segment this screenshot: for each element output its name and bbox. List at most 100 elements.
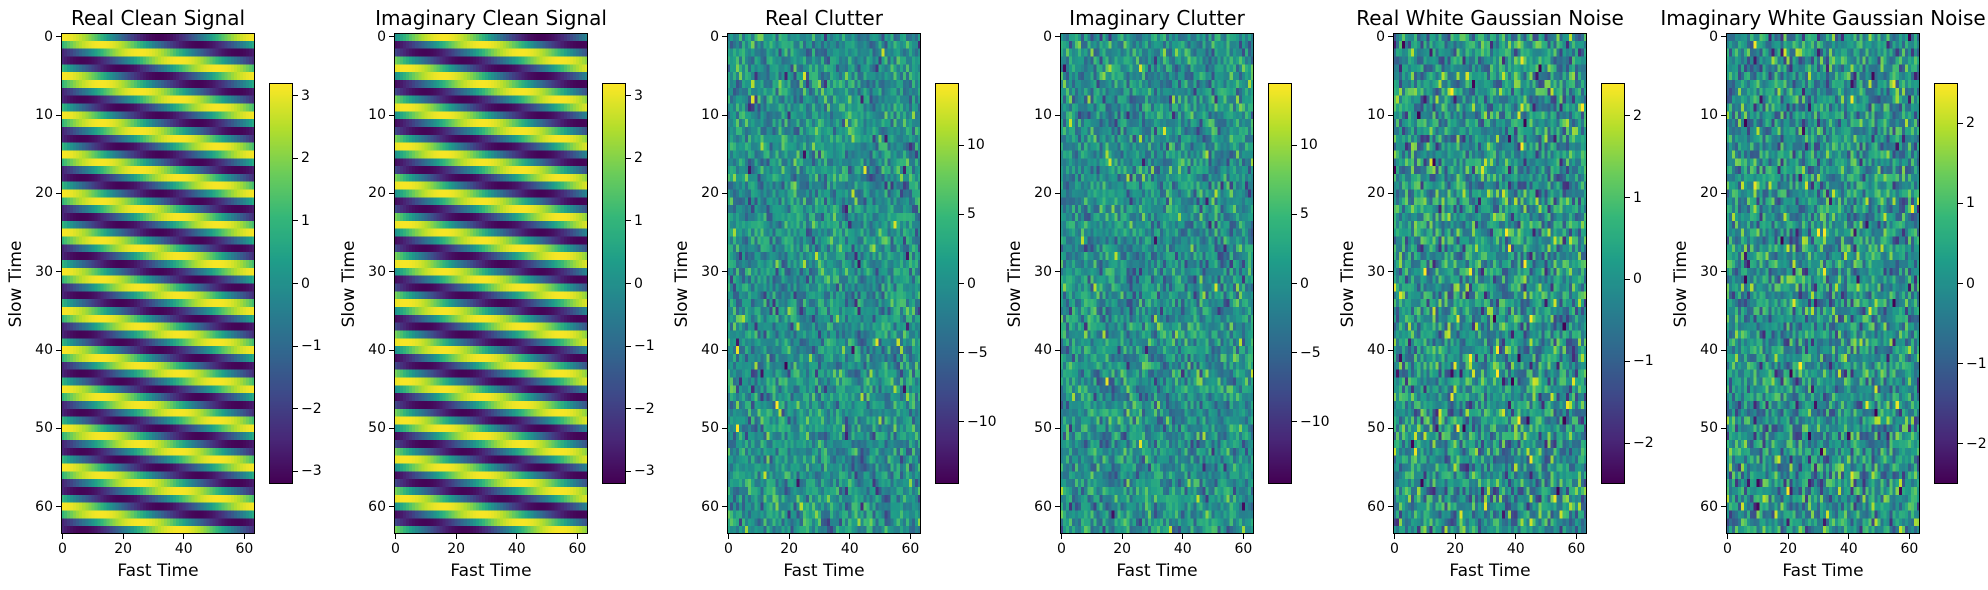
x-tick	[1061, 534, 1063, 539]
colorbar-tick-label: −1	[634, 338, 655, 355]
colorbar-tick-label: 5	[967, 206, 976, 223]
y-tick-label: 40	[35, 342, 53, 359]
y-tick-label: 0	[44, 28, 53, 45]
x-tick	[849, 534, 851, 539]
y-tick-label: 50	[701, 420, 719, 437]
colorbar-tick	[293, 345, 298, 347]
y-tick	[56, 349, 61, 351]
chart-title: Imaginary White Gaussian Noise	[1660, 6, 1986, 30]
colorbar-tick-label: −10	[967, 413, 997, 430]
x-tick	[1727, 534, 1729, 539]
colorbar-tick	[626, 408, 631, 410]
colorbar-tick-label: 1	[1633, 189, 1642, 206]
y-tick	[1055, 271, 1060, 273]
colorbar-tick	[626, 220, 631, 222]
colorbar-tick	[1958, 122, 1963, 124]
colorbar-tick	[1958, 202, 1963, 204]
y-tick	[1388, 271, 1393, 273]
heatmap-cells	[1060, 33, 1254, 534]
colorbar-gradient	[602, 83, 626, 484]
y-tick-label: 60	[1367, 498, 1385, 515]
colorbar-tick	[959, 213, 964, 215]
x-tick	[1394, 534, 1396, 539]
y-tick-label: 20	[701, 185, 719, 202]
heatmap-cells	[61, 33, 255, 534]
y-tick	[1721, 427, 1726, 429]
y-tick-label: 50	[1034, 420, 1052, 437]
y-tick-label: 30	[1034, 263, 1052, 280]
colorbar-tick	[293, 283, 298, 284]
x-tick-label: 0	[1390, 541, 1399, 557]
colorbar-tick	[293, 408, 298, 410]
colorbar-gradient	[1601, 83, 1625, 484]
colorbar-tick	[626, 470, 631, 472]
heatmap-cells	[1393, 33, 1587, 534]
colorbar-tick	[1625, 360, 1630, 362]
x-tick	[62, 534, 64, 539]
colorbar-tick-label: 3	[634, 87, 643, 104]
y-tick	[1055, 192, 1060, 194]
y-tick	[1055, 506, 1060, 508]
x-tick-label: 20	[1779, 541, 1798, 557]
colorbar-gradient	[1934, 83, 1958, 484]
y-tick-label: 30	[701, 263, 719, 280]
y-tick-label: 10	[1700, 107, 1718, 124]
x-tick-label: 60	[1567, 541, 1586, 557]
y-tick-label: 10	[368, 107, 386, 124]
y-tick-label: 30	[1700, 263, 1718, 280]
y-tick	[1721, 271, 1726, 273]
colorbar-tick-label: 0	[1300, 275, 1309, 292]
y-tick-label: 10	[1367, 107, 1385, 124]
x-tick	[909, 534, 911, 539]
y-tick	[389, 271, 394, 273]
colorbar-tick	[626, 95, 631, 97]
x-tick-label: 0	[724, 541, 733, 557]
y-tick	[1055, 427, 1060, 429]
y-tick	[1388, 506, 1393, 508]
x-tick-label: 40	[507, 541, 526, 557]
colorbar-tick	[1625, 442, 1630, 444]
colorbar-tick	[1958, 283, 1963, 284]
colorbar-tick	[1292, 144, 1297, 146]
colorbar-tick	[959, 352, 964, 354]
colorbar-gradient	[1268, 83, 1292, 484]
y-tick	[56, 36, 61, 38]
y-tick	[1388, 349, 1393, 351]
y-tick	[1721, 114, 1726, 116]
x-tick	[1242, 534, 1244, 539]
y-tick-label: 20	[1034, 185, 1052, 202]
y-tick-label: 0	[377, 28, 386, 45]
x-tick-label: 60	[568, 541, 587, 557]
y-tick	[1388, 427, 1393, 429]
x-tick-label: 0	[1723, 541, 1732, 557]
x-axis-label: Fast Time	[450, 561, 532, 581]
x-axis-label: Fast Time	[783, 561, 865, 581]
colorbar-tick-label: −3	[301, 463, 322, 480]
y-tick-label: 60	[35, 498, 53, 515]
x-tick-label: 40	[174, 541, 193, 557]
colorbar-tick	[1292, 283, 1297, 284]
colorbar-tick	[293, 95, 298, 97]
y-tick-label: 0	[710, 28, 719, 45]
heatmap-cells	[727, 33, 921, 534]
colorbar-tick-label: −2	[634, 400, 655, 417]
y-tick	[1388, 192, 1393, 194]
y-tick	[56, 427, 61, 429]
colorbar-tick	[1292, 213, 1297, 215]
y-tick	[1721, 192, 1726, 194]
y-tick	[1055, 36, 1060, 38]
y-tick-label: 50	[1700, 420, 1718, 437]
y-tick-label: 0	[1376, 28, 1385, 45]
heatmap-cells	[1726, 33, 1920, 534]
y-tick-label: 30	[35, 263, 53, 280]
y-tick	[56, 114, 61, 116]
x-tick	[243, 534, 245, 539]
x-tick	[1182, 534, 1184, 539]
y-tick-label: 10	[35, 107, 53, 124]
y-tick	[389, 192, 394, 194]
y-tick-label: 60	[368, 498, 386, 515]
colorbar-tick	[1958, 443, 1963, 445]
